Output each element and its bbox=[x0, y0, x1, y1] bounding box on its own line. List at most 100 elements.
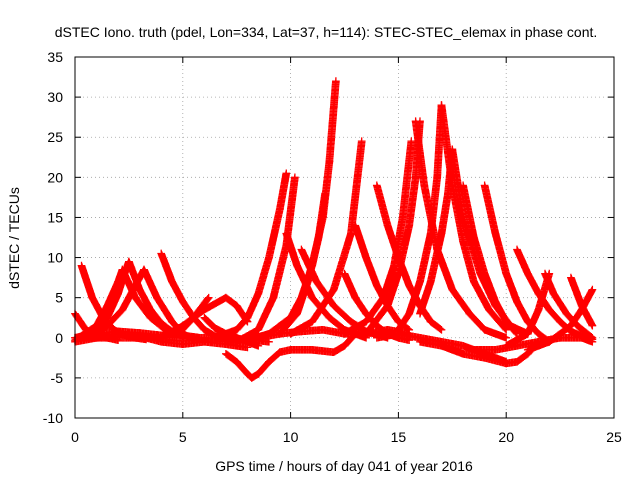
axes: 0 5 10 15 20 25 -10 -5 0 5 10 15 20 25 30 35 bbox=[43, 49, 622, 445]
data-point-plus bbox=[71, 333, 122, 342]
data-point-plus bbox=[459, 237, 478, 286]
x-axis-label: GPS time / hours of day 041 of year 2016 bbox=[215, 458, 473, 474]
data-point-plus bbox=[178, 305, 209, 330]
data-point-plus bbox=[340, 317, 370, 338]
data-point-plus bbox=[293, 261, 317, 302]
data-point-plus bbox=[243, 289, 263, 322]
data-point-plus bbox=[513, 245, 532, 278]
x-tick-label: 20 bbox=[498, 429, 514, 445]
data-point-plus bbox=[394, 221, 414, 278]
data-point-plus bbox=[523, 305, 543, 338]
data-series bbox=[502, 269, 554, 350]
data-point-plus bbox=[448, 285, 474, 318]
data-point-plus bbox=[379, 261, 398, 302]
y-tick-label: 0 bbox=[55, 330, 63, 346]
data-point-plus bbox=[437, 189, 452, 238]
data-point-plus bbox=[140, 265, 161, 302]
data-point-plus bbox=[459, 181, 478, 242]
data-point-plus bbox=[103, 289, 122, 322]
data-point-plus bbox=[573, 321, 597, 342]
data-point-plus bbox=[312, 277, 338, 310]
grid-lines bbox=[75, 57, 614, 418]
data-point-plus bbox=[534, 269, 554, 314]
data-point-plus bbox=[114, 333, 166, 342]
data-point-plus bbox=[265, 205, 284, 262]
data-point-plus bbox=[426, 173, 442, 238]
data-point-plus bbox=[362, 253, 381, 290]
data-point-plus bbox=[275, 169, 291, 214]
data-point-plus bbox=[485, 305, 511, 334]
data-point-plus bbox=[103, 305, 127, 330]
data-point-plus bbox=[398, 137, 416, 222]
data-point-plus bbox=[416, 229, 435, 286]
data-point-plus bbox=[502, 317, 521, 338]
data-point-plus bbox=[157, 249, 176, 286]
data-series bbox=[340, 137, 416, 338]
data-point-plus bbox=[329, 229, 355, 294]
data-point-plus bbox=[567, 305, 586, 330]
data-series bbox=[222, 345, 295, 382]
y-axis-label: dSTEC / TECUs bbox=[6, 187, 22, 289]
data-point-plus bbox=[394, 309, 414, 334]
data-point-plus bbox=[308, 293, 334, 322]
data-point-plus bbox=[549, 289, 571, 318]
data-point-plus bbox=[135, 285, 155, 314]
data-point-plus bbox=[448, 145, 467, 222]
data-point-plus bbox=[351, 221, 370, 262]
data-point-plus bbox=[362, 293, 388, 326]
plot-frame bbox=[74, 56, 615, 419]
data-point-plus bbox=[383, 269, 403, 310]
data-series bbox=[211, 169, 291, 342]
data-series bbox=[286, 329, 360, 357]
data-point-plus bbox=[146, 313, 170, 334]
data-point-plus bbox=[131, 293, 155, 322]
data-point-plus bbox=[329, 301, 355, 326]
data-point-plus bbox=[405, 173, 420, 230]
x-tick-label: 15 bbox=[391, 429, 407, 445]
y-tick-label: -5 bbox=[51, 370, 64, 386]
data-point-plus bbox=[567, 273, 586, 310]
data-point-plus bbox=[254, 357, 273, 378]
data-point-plus bbox=[459, 213, 485, 278]
data-point-plus bbox=[254, 253, 273, 298]
data-series bbox=[480, 181, 554, 346]
y-tick-label: 5 bbox=[55, 290, 63, 306]
data-point-plus bbox=[325, 77, 340, 166]
data-point-plus bbox=[118, 281, 140, 314]
data-point-plus bbox=[502, 269, 521, 306]
data-point-plus bbox=[411, 117, 429, 190]
chart-title: dSTEC Iono. truth (pdel, Lon=334, Lat=37… bbox=[55, 24, 598, 40]
data-point-plus bbox=[491, 341, 521, 354]
data-point-plus bbox=[545, 305, 564, 326]
data-point-plus bbox=[282, 229, 301, 270]
data-point-plus bbox=[577, 285, 597, 314]
data-series bbox=[437, 101, 511, 334]
x-tick-label: 10 bbox=[283, 429, 299, 445]
data-point-plus bbox=[265, 348, 284, 366]
data-point-plus bbox=[351, 293, 370, 318]
data-point-plus bbox=[426, 229, 446, 286]
data-point-plus bbox=[426, 317, 446, 334]
data-point-plus bbox=[243, 335, 273, 346]
y-tick-label: 10 bbox=[47, 250, 63, 266]
data-point-plus bbox=[232, 357, 252, 378]
x-tick-label: 25 bbox=[606, 429, 622, 445]
data-point-plus bbox=[577, 333, 597, 346]
data-point-plus bbox=[314, 189, 329, 242]
data-point-plus bbox=[77, 261, 97, 302]
data-point-plus bbox=[513, 349, 532, 366]
data-point-plus bbox=[222, 340, 252, 352]
data-point-plus bbox=[222, 293, 241, 310]
data-points bbox=[71, 77, 597, 382]
data-point-plus bbox=[347, 137, 366, 238]
data-point-plus bbox=[103, 277, 122, 310]
data-point-plus bbox=[394, 333, 414, 345]
data-point-plus bbox=[372, 181, 392, 230]
data-point-plus bbox=[480, 181, 500, 238]
y-tick-label: 35 bbox=[47, 49, 63, 65]
y-tick-label: 20 bbox=[47, 169, 63, 185]
data-point-plus bbox=[405, 277, 424, 318]
data-point-plus bbox=[232, 313, 252, 334]
data-point-plus bbox=[513, 297, 532, 326]
